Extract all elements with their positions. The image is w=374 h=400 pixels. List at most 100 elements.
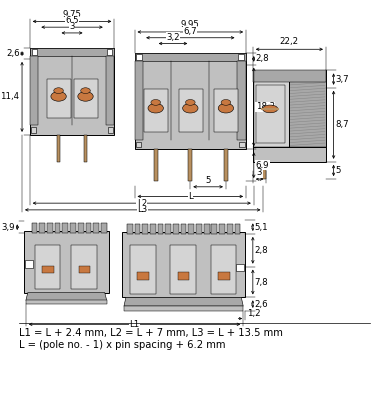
Ellipse shape [263, 105, 278, 113]
Bar [263, 162, 266, 179]
Bar [79, 266, 90, 273]
Text: 2,8: 2,8 [255, 246, 269, 255]
Bar [253, 70, 326, 82]
Bar [178, 272, 189, 280]
Text: 8,7: 8,7 [335, 120, 349, 129]
Bar [238, 54, 244, 60]
Ellipse shape [81, 88, 90, 94]
Bar [253, 147, 326, 162]
Bar [70, 223, 76, 233]
Bar [165, 224, 171, 234]
Bar [256, 85, 285, 142]
Bar [181, 224, 187, 234]
Text: 5: 5 [335, 166, 341, 175]
Text: 6,9: 6,9 [256, 161, 269, 170]
Text: 3,7: 3,7 [335, 74, 349, 84]
Bar [219, 224, 225, 234]
Text: L1 = L + 2.4 mm, L2 = L + 7 mm, L3 = L + 13.5 mm: L1 = L + 2.4 mm, L2 = L + 7 mm, L3 = L +… [19, 328, 283, 338]
Bar [170, 246, 196, 294]
Bar [188, 224, 194, 234]
Bar [234, 224, 240, 234]
Bar [124, 306, 243, 311]
Bar [224, 149, 228, 181]
Bar [211, 246, 236, 294]
Text: 2,6: 2,6 [6, 49, 20, 58]
Bar [239, 142, 245, 147]
Bar [26, 300, 107, 304]
Bar [107, 49, 113, 55]
Bar [150, 224, 156, 234]
Ellipse shape [78, 92, 93, 101]
Bar [237, 61, 246, 140]
Bar [32, 49, 37, 55]
Text: 22,2: 22,2 [280, 37, 299, 46]
Text: 5,1: 5,1 [255, 223, 269, 232]
Bar [42, 266, 54, 273]
Text: 3,9: 3,9 [2, 223, 15, 232]
Bar [101, 223, 107, 233]
Bar [144, 89, 168, 132]
Bar [78, 223, 83, 233]
Ellipse shape [148, 103, 163, 113]
Bar [31, 127, 36, 133]
Text: L = (pole no. - 1) x pin spacing + 6.2 mm: L = (pole no. - 1) x pin spacing + 6.2 m… [19, 340, 226, 350]
Bar [86, 223, 91, 233]
Bar [211, 224, 217, 234]
Text: 6,5: 6,5 [65, 16, 79, 25]
Text: 2,8: 2,8 [256, 54, 269, 64]
Bar [137, 272, 149, 280]
Bar [39, 223, 45, 233]
Bar [289, 70, 326, 147]
Bar [55, 223, 61, 233]
Bar [71, 244, 97, 289]
Bar [135, 53, 246, 149]
Bar [135, 224, 140, 234]
Text: 9,75: 9,75 [62, 10, 82, 18]
Bar [154, 149, 157, 181]
Text: 7,8: 7,8 [255, 278, 269, 286]
Bar [47, 79, 71, 118]
Bar [227, 224, 233, 234]
Text: L2: L2 [137, 199, 147, 208]
Bar [32, 223, 37, 233]
Bar [218, 272, 230, 280]
Bar [30, 56, 39, 125]
Bar [47, 223, 53, 233]
Text: L: L [188, 192, 193, 201]
Bar [135, 53, 246, 61]
Bar [179, 89, 203, 132]
Bar [93, 223, 99, 233]
Bar [127, 224, 133, 234]
Ellipse shape [151, 100, 160, 105]
Bar [62, 223, 68, 233]
Bar [253, 70, 289, 147]
Bar [108, 127, 113, 133]
Bar [173, 224, 179, 234]
Text: 3,2: 3,2 [166, 32, 180, 42]
Text: L1: L1 [129, 320, 140, 329]
Text: 3: 3 [257, 168, 262, 177]
Bar [25, 260, 33, 268]
Ellipse shape [221, 100, 231, 105]
Polygon shape [124, 297, 243, 306]
Bar [142, 224, 148, 234]
Bar [204, 224, 209, 234]
Bar [122, 232, 245, 297]
Bar [236, 264, 244, 272]
Bar [196, 224, 202, 234]
Bar [135, 142, 141, 147]
Ellipse shape [186, 100, 195, 105]
Text: 2,6: 2,6 [255, 300, 269, 309]
Bar [188, 149, 192, 181]
Bar [106, 56, 114, 125]
Bar [214, 89, 238, 132]
Ellipse shape [51, 92, 66, 101]
Text: 3: 3 [69, 22, 75, 31]
Bar [157, 224, 163, 234]
Bar [34, 244, 61, 289]
Bar [30, 48, 114, 56]
Bar [83, 135, 88, 162]
Bar [130, 246, 156, 294]
Text: L3: L3 [138, 205, 148, 214]
Ellipse shape [218, 103, 234, 113]
